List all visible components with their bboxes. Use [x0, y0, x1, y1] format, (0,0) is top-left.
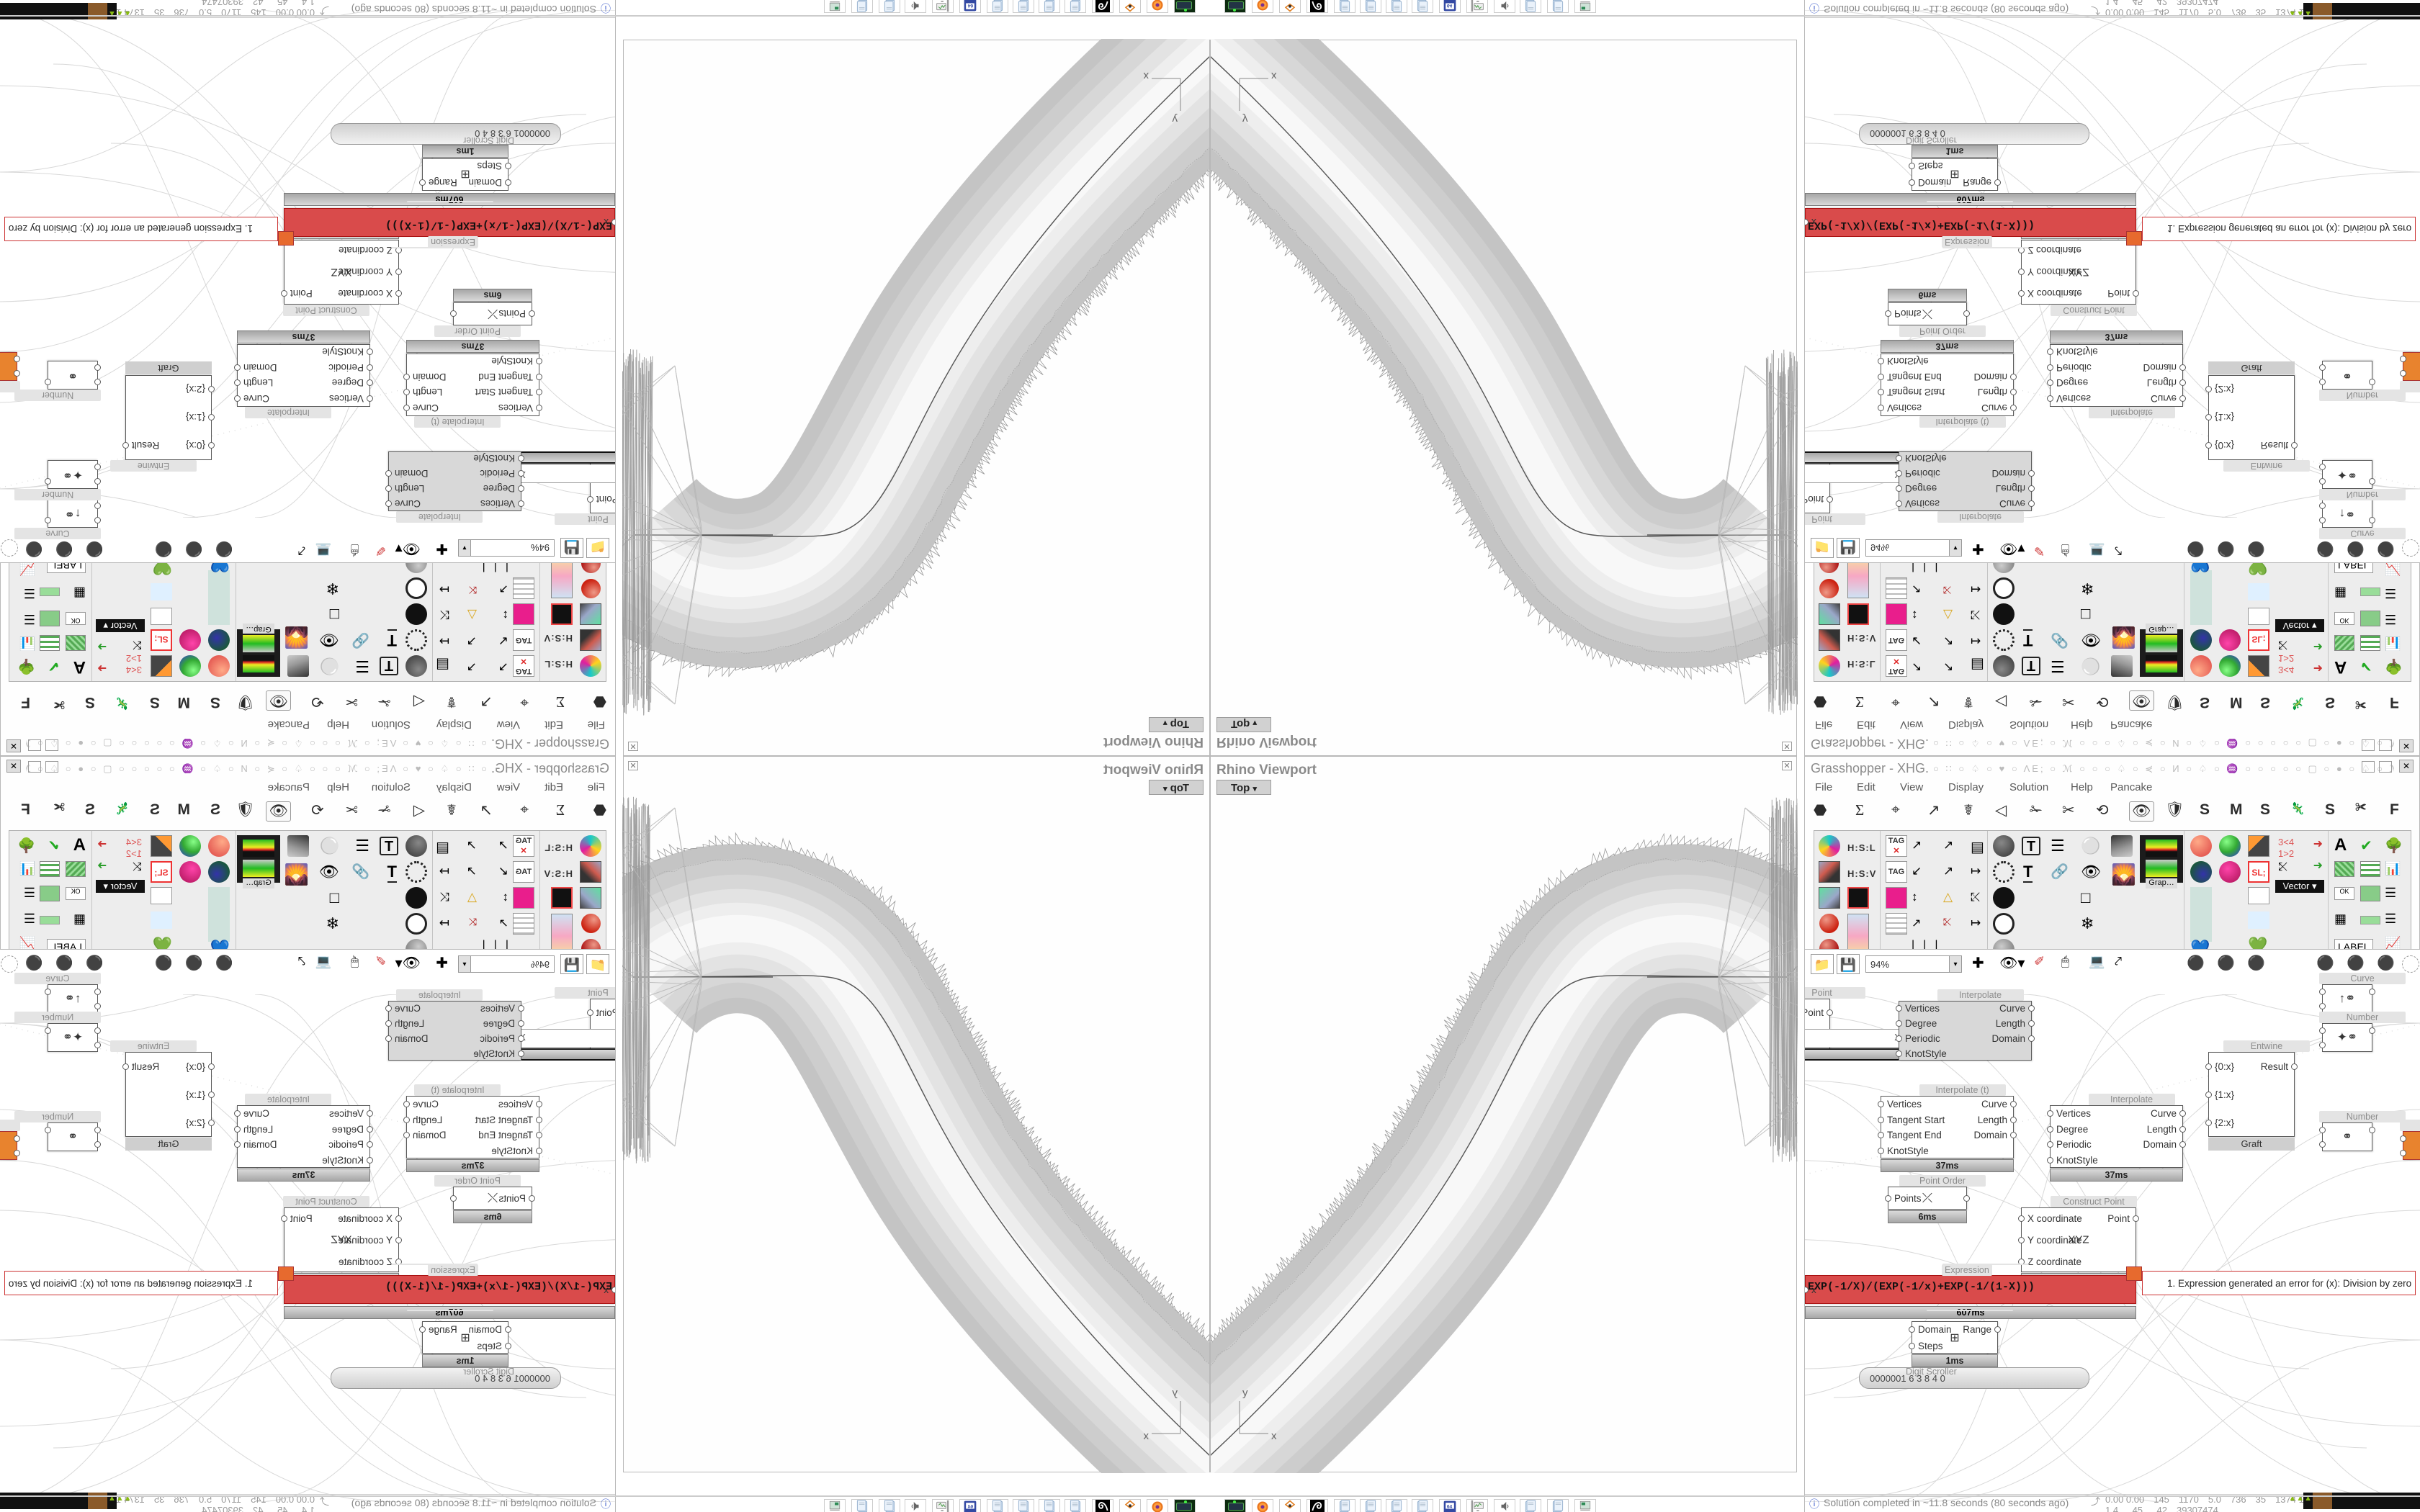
svg-text:y: y: [1242, 113, 1248, 125]
svg-text:64: 64: [1447, 1504, 1453, 1509]
svg-text:64: 64: [1447, 3, 1453, 8]
svg-text:x: x: [1143, 1430, 1149, 1442]
svg-text:y: y: [1172, 1387, 1178, 1399]
svg-text:64: 64: [967, 1504, 973, 1509]
svg-text:x: x: [1271, 70, 1277, 82]
svg-text:y: y: [1172, 113, 1178, 125]
svg-text:64: 64: [967, 3, 973, 8]
svg-text:x: x: [1271, 1430, 1277, 1442]
svg-text:y: y: [1242, 1387, 1248, 1399]
svg-text:x: x: [1143, 70, 1149, 82]
